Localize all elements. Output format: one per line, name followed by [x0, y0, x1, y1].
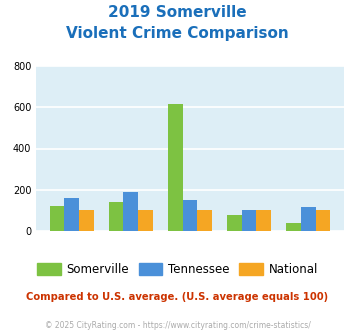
Text: © 2025 CityRating.com - https://www.cityrating.com/crime-statistics/: © 2025 CityRating.com - https://www.city…	[45, 321, 310, 330]
Bar	[286, 223, 301, 231]
Bar	[182, 200, 197, 231]
Bar	[50, 206, 64, 231]
Bar	[168, 104, 182, 231]
Bar	[124, 192, 138, 231]
Text: 2019 Somerville: 2019 Somerville	[108, 5, 247, 20]
Bar	[109, 202, 124, 231]
Bar	[197, 211, 212, 231]
Bar	[227, 215, 242, 231]
Text: Violent Crime Comparison: Violent Crime Comparison	[66, 26, 289, 41]
Bar	[64, 198, 79, 231]
Legend: Somerville, Tennessee, National: Somerville, Tennessee, National	[32, 258, 323, 281]
Text: Compared to U.S. average. (U.S. average equals 100): Compared to U.S. average. (U.S. average …	[26, 292, 329, 302]
Bar	[316, 211, 330, 231]
Bar	[256, 211, 271, 231]
Bar	[79, 211, 94, 231]
Bar	[301, 207, 316, 231]
Bar	[138, 211, 153, 231]
Bar	[242, 210, 256, 231]
